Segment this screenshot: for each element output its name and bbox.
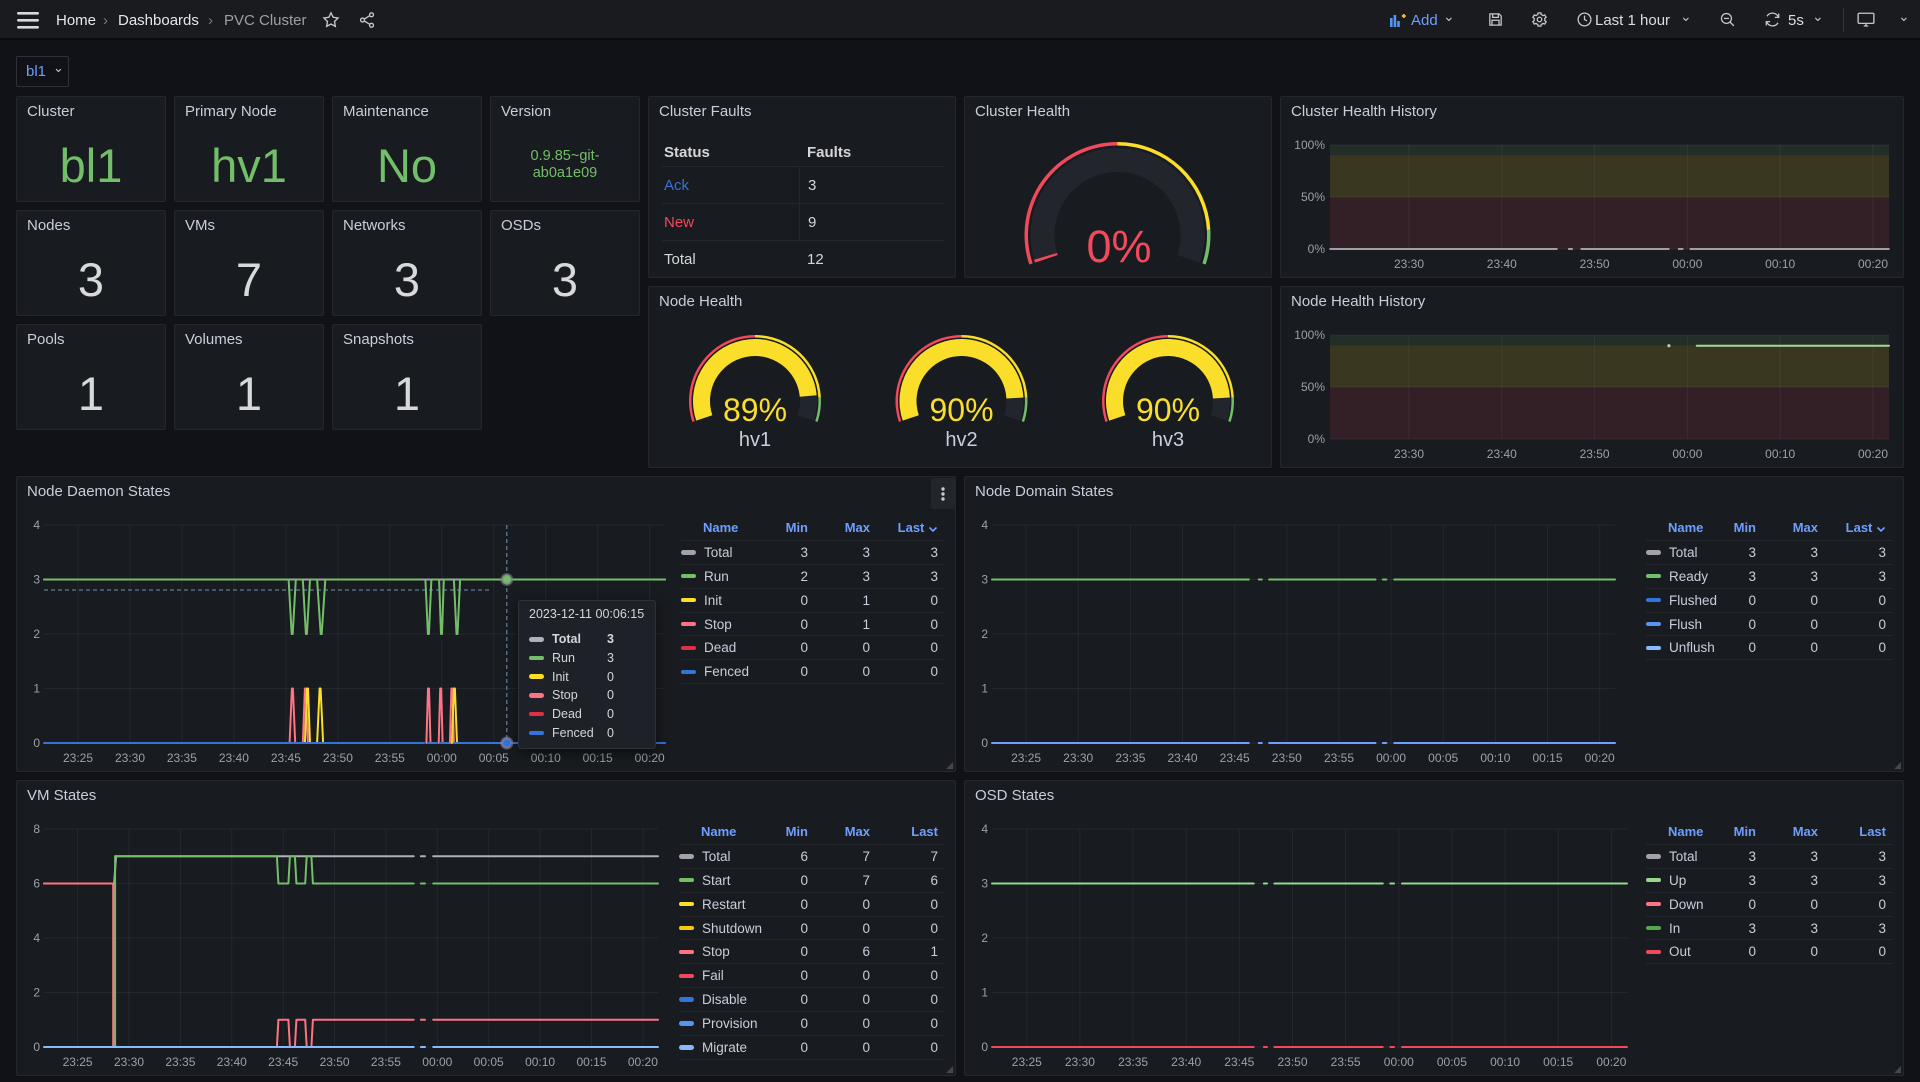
- svg-text:1: 1: [33, 682, 40, 696]
- svg-text:0: 0: [33, 736, 40, 750]
- svg-text:00:10: 00:10: [531, 751, 561, 765]
- svg-text:23:45: 23:45: [268, 1055, 298, 1069]
- svg-text:0: 0: [981, 736, 988, 750]
- svg-text:00:00: 00:00: [422, 1055, 452, 1069]
- svg-text:50%: 50%: [1301, 190, 1325, 204]
- svg-text:23:25: 23:25: [1012, 1055, 1042, 1069]
- svg-text:23:55: 23:55: [375, 751, 405, 765]
- svg-text:23:55: 23:55: [1324, 751, 1354, 765]
- svg-text:00:15: 00:15: [583, 751, 613, 765]
- svg-text:2: 2: [981, 627, 988, 641]
- svg-text:00:00: 00:00: [1376, 751, 1406, 765]
- svg-text:3: 3: [981, 877, 988, 891]
- svg-text:00:05: 00:05: [474, 1055, 504, 1069]
- svg-text:00:00: 00:00: [1672, 447, 1702, 461]
- svg-text:23:45: 23:45: [271, 751, 301, 765]
- svg-text:00:10: 00:10: [525, 1055, 555, 1069]
- svg-text:2: 2: [33, 986, 40, 1000]
- svg-text:23:40: 23:40: [1171, 1055, 1201, 1069]
- svg-text:23:50: 23:50: [1272, 751, 1302, 765]
- svg-text:23:40: 23:40: [1487, 257, 1517, 271]
- svg-text:00:10: 00:10: [1765, 447, 1795, 461]
- svg-text:3: 3: [33, 573, 40, 587]
- svg-text:100%: 100%: [1294, 138, 1325, 152]
- svg-text:23:30: 23:30: [1065, 1055, 1095, 1069]
- svg-text:23:30: 23:30: [1063, 751, 1093, 765]
- svg-text:00:15: 00:15: [1543, 1055, 1573, 1069]
- svg-text:23:50: 23:50: [320, 1055, 350, 1069]
- svg-text:4: 4: [33, 518, 40, 532]
- svg-text:23:50: 23:50: [1580, 257, 1610, 271]
- svg-text:4: 4: [981, 822, 988, 836]
- svg-text:0: 0: [33, 1040, 40, 1054]
- svg-text:2: 2: [33, 627, 40, 641]
- svg-text:3: 3: [981, 573, 988, 587]
- svg-text:1: 1: [981, 986, 988, 1000]
- svg-text:4: 4: [33, 931, 40, 945]
- svg-text:23:35: 23:35: [165, 1055, 195, 1069]
- svg-text:00:20: 00:20: [1858, 257, 1888, 271]
- svg-text:23:25: 23:25: [63, 1055, 93, 1069]
- svg-text:00:10: 00:10: [1765, 257, 1795, 271]
- svg-text:00:20: 00:20: [1596, 1055, 1626, 1069]
- svg-text:23:35: 23:35: [1115, 751, 1145, 765]
- svg-text:23:30: 23:30: [115, 751, 145, 765]
- svg-text:00:05: 00:05: [1428, 751, 1458, 765]
- svg-text:00:20: 00:20: [628, 1055, 658, 1069]
- svg-text:0: 0: [981, 1040, 988, 1054]
- svg-text:00:00: 00:00: [1384, 1055, 1414, 1069]
- svg-text:00:05: 00:05: [1437, 1055, 1467, 1069]
- svg-text:8: 8: [33, 822, 40, 836]
- svg-text:23:30: 23:30: [114, 1055, 144, 1069]
- svg-text:23:50: 23:50: [323, 751, 353, 765]
- svg-text:23:40: 23:40: [217, 1055, 247, 1069]
- svg-text:00:05: 00:05: [479, 751, 509, 765]
- svg-text:100%: 100%: [1294, 328, 1325, 342]
- svg-text:23:50: 23:50: [1580, 447, 1610, 461]
- svg-text:23:30: 23:30: [1394, 257, 1424, 271]
- svg-text:6: 6: [33, 877, 40, 891]
- svg-text:00:10: 00:10: [1480, 751, 1510, 765]
- svg-text:23:40: 23:40: [1487, 447, 1517, 461]
- svg-text:00:00: 00:00: [427, 751, 457, 765]
- svg-text:23:35: 23:35: [167, 751, 197, 765]
- svg-text:00:00: 00:00: [1672, 257, 1702, 271]
- svg-text:23:30: 23:30: [1394, 447, 1424, 461]
- svg-text:00:15: 00:15: [576, 1055, 606, 1069]
- svg-text:2: 2: [981, 931, 988, 945]
- svg-text:23:55: 23:55: [371, 1055, 401, 1069]
- svg-text:23:35: 23:35: [1118, 1055, 1148, 1069]
- svg-text:00:15: 00:15: [1532, 751, 1562, 765]
- svg-text:23:25: 23:25: [63, 751, 93, 765]
- svg-text:00:20: 00:20: [635, 751, 665, 765]
- svg-text:1: 1: [981, 682, 988, 696]
- svg-text:00:20: 00:20: [1858, 447, 1888, 461]
- svg-text:23:45: 23:45: [1224, 1055, 1254, 1069]
- svg-text:23:40: 23:40: [219, 751, 249, 765]
- svg-text:23:55: 23:55: [1331, 1055, 1361, 1069]
- svg-text:0%: 0%: [1308, 432, 1326, 446]
- svg-text:4: 4: [981, 518, 988, 532]
- svg-text:50%: 50%: [1301, 380, 1325, 394]
- svg-text:00:10: 00:10: [1490, 1055, 1520, 1069]
- svg-text:0%: 0%: [1308, 242, 1326, 256]
- svg-text:23:50: 23:50: [1277, 1055, 1307, 1069]
- svg-text:23:40: 23:40: [1167, 751, 1197, 765]
- svg-text:23:45: 23:45: [1220, 751, 1250, 765]
- svg-text:23:25: 23:25: [1011, 751, 1041, 765]
- svg-text:00:20: 00:20: [1585, 751, 1615, 765]
